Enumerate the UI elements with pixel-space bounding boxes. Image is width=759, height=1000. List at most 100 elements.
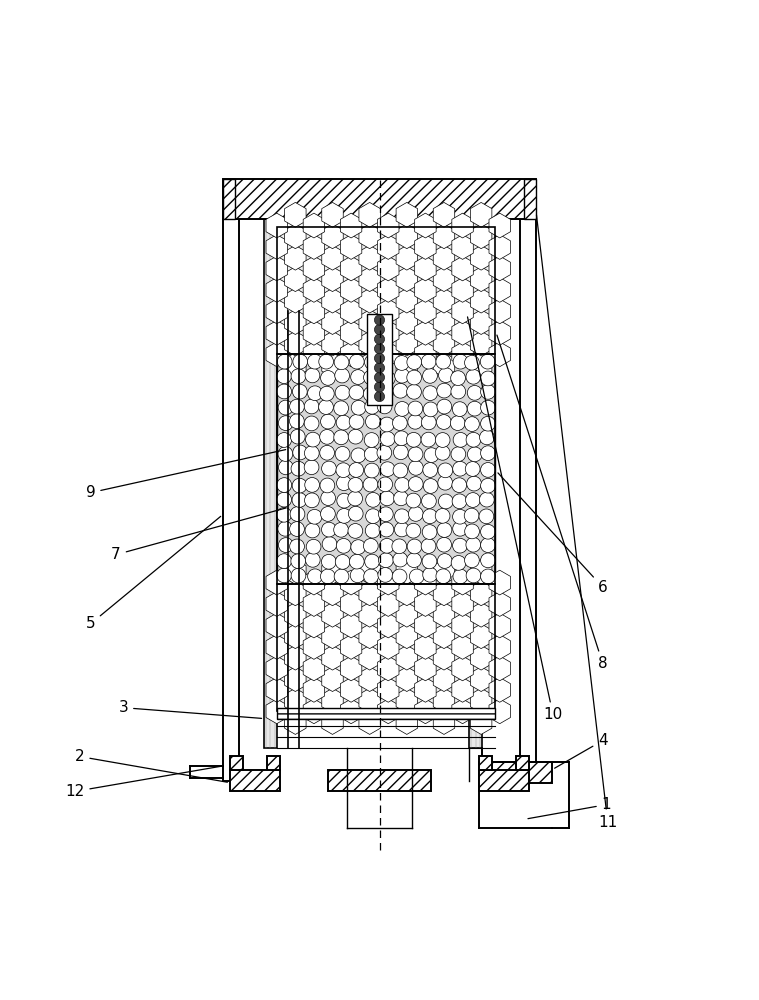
- Circle shape: [380, 462, 395, 477]
- Polygon shape: [396, 559, 417, 584]
- Circle shape: [421, 415, 436, 430]
- Polygon shape: [322, 667, 343, 692]
- Circle shape: [307, 569, 323, 584]
- Text: 1: 1: [528, 797, 611, 819]
- Circle shape: [304, 399, 319, 414]
- Text: 9: 9: [86, 450, 285, 500]
- Circle shape: [468, 385, 482, 400]
- Polygon shape: [414, 299, 436, 324]
- Text: 4: 4: [555, 733, 608, 768]
- Circle shape: [366, 414, 380, 429]
- Polygon shape: [452, 235, 474, 259]
- Polygon shape: [489, 278, 511, 302]
- Polygon shape: [359, 202, 380, 227]
- Circle shape: [380, 431, 395, 446]
- Circle shape: [395, 522, 409, 537]
- Circle shape: [348, 491, 363, 506]
- Circle shape: [451, 371, 465, 385]
- Polygon shape: [285, 602, 306, 627]
- Circle shape: [374, 391, 385, 402]
- Polygon shape: [285, 645, 306, 670]
- Polygon shape: [471, 202, 492, 227]
- Circle shape: [423, 509, 437, 524]
- Polygon shape: [266, 256, 288, 281]
- Circle shape: [319, 354, 333, 369]
- Polygon shape: [322, 202, 343, 227]
- Circle shape: [290, 522, 304, 536]
- Polygon shape: [377, 299, 399, 324]
- Polygon shape: [396, 224, 417, 249]
- Text: 6: 6: [498, 473, 608, 595]
- Polygon shape: [377, 342, 399, 367]
- Circle shape: [319, 400, 333, 414]
- Polygon shape: [396, 602, 417, 627]
- Circle shape: [379, 507, 393, 522]
- Circle shape: [421, 354, 436, 369]
- Circle shape: [322, 461, 336, 476]
- Circle shape: [336, 463, 351, 478]
- Bar: [277, 227, 496, 354]
- Circle shape: [336, 538, 351, 553]
- Circle shape: [335, 555, 350, 569]
- Circle shape: [320, 386, 334, 401]
- Polygon shape: [266, 613, 288, 638]
- Circle shape: [279, 460, 293, 475]
- Polygon shape: [414, 256, 436, 281]
- Polygon shape: [489, 635, 511, 659]
- Polygon shape: [452, 342, 474, 367]
- Polygon shape: [359, 667, 380, 692]
- Circle shape: [305, 478, 320, 492]
- Circle shape: [436, 569, 451, 584]
- Circle shape: [466, 568, 481, 583]
- Bar: [524, 179, 536, 219]
- Circle shape: [408, 507, 424, 521]
- Polygon shape: [303, 342, 325, 367]
- Circle shape: [395, 477, 410, 492]
- Polygon shape: [433, 310, 455, 334]
- Circle shape: [351, 540, 366, 554]
- Polygon shape: [414, 592, 436, 616]
- Circle shape: [436, 354, 451, 369]
- Circle shape: [465, 524, 480, 539]
- Polygon shape: [377, 570, 399, 595]
- Circle shape: [279, 400, 293, 415]
- Polygon shape: [285, 267, 306, 292]
- Bar: [367, 314, 392, 405]
- Circle shape: [279, 416, 293, 430]
- Polygon shape: [359, 288, 380, 313]
- Circle shape: [374, 363, 385, 373]
- Circle shape: [293, 445, 307, 460]
- Circle shape: [451, 384, 466, 399]
- Text: 12: 12: [65, 766, 220, 799]
- Polygon shape: [377, 677, 399, 702]
- Text: 7: 7: [112, 508, 285, 562]
- Polygon shape: [266, 235, 288, 259]
- Polygon shape: [396, 331, 417, 356]
- Circle shape: [364, 370, 378, 385]
- Circle shape: [480, 524, 496, 539]
- Circle shape: [374, 315, 385, 325]
- Circle shape: [336, 415, 351, 430]
- Circle shape: [421, 432, 436, 447]
- Circle shape: [374, 334, 385, 344]
- Polygon shape: [433, 688, 455, 713]
- Polygon shape: [489, 656, 511, 681]
- Circle shape: [348, 477, 363, 492]
- Circle shape: [408, 414, 423, 429]
- Polygon shape: [340, 635, 362, 659]
- Polygon shape: [322, 331, 343, 356]
- Polygon shape: [396, 645, 417, 670]
- Polygon shape: [266, 213, 288, 238]
- Polygon shape: [340, 613, 362, 638]
- Polygon shape: [471, 602, 492, 627]
- Circle shape: [465, 508, 479, 523]
- Circle shape: [307, 354, 322, 369]
- Bar: [277, 708, 496, 719]
- Polygon shape: [303, 213, 325, 238]
- Circle shape: [336, 476, 351, 491]
- Circle shape: [364, 463, 380, 478]
- Circle shape: [290, 539, 304, 554]
- Polygon shape: [340, 570, 362, 595]
- Polygon shape: [377, 656, 399, 681]
- Polygon shape: [266, 592, 288, 616]
